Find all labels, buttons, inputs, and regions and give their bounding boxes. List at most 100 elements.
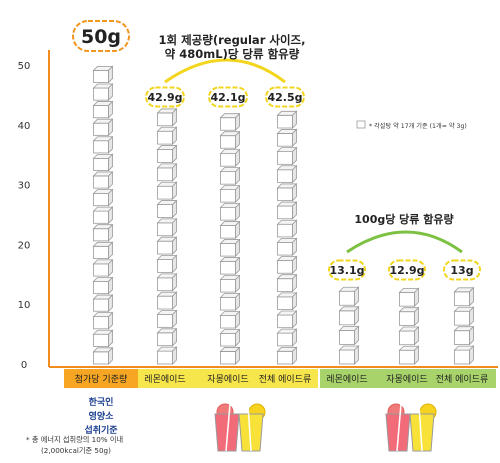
sugar-cube [277, 133, 293, 147]
reference-bar [92, 65, 114, 365]
sugar-cube-side [354, 345, 359, 365]
sugar-cube-side [108, 329, 113, 348]
category-label: 전체 에이드류 [259, 374, 312, 385]
sugar-cube [220, 333, 236, 347]
sugar-cube-side [292, 255, 297, 275]
group2-value-label: 12.9g [388, 259, 426, 281]
group2-value-label: 13.1g [328, 259, 366, 281]
sugar-cube-side [235, 184, 240, 204]
sugar-cube [93, 263, 109, 277]
sugar-cube-side [108, 258, 113, 278]
sugar-cube-side [172, 199, 177, 219]
sugar-cube-side [292, 164, 297, 184]
group2-band [320, 369, 496, 388]
sugar-cube [157, 204, 173, 218]
sugar-cube-side [172, 162, 177, 182]
sugar-cube [339, 349, 355, 365]
sugar-cube-side [292, 237, 297, 257]
value-label-border [145, 86, 185, 108]
sugar-cube [277, 350, 293, 365]
group2-bar [398, 287, 420, 365]
sugar-cube-side [414, 326, 419, 346]
value-label-text: 12.9g [389, 264, 424, 277]
sugar-cube [157, 185, 173, 200]
sugar-cube-side [235, 310, 240, 330]
sugar-cube [277, 223, 293, 238]
sugar-cube [339, 310, 355, 326]
sugar-cube [220, 351, 236, 365]
sugar-cube [93, 105, 109, 119]
sugar-cube-side [172, 181, 177, 201]
y-tick-label: 0 [21, 360, 27, 371]
y-tick-label: 20 [18, 240, 31, 251]
unit-note: * 각설탕 약 17개 기준 (1개= 약 3g) [356, 120, 467, 130]
sugar-cube [157, 240, 173, 255]
value-label-border [328, 259, 366, 281]
sugar-cube-side [292, 310, 297, 329]
sugar-cube [399, 311, 415, 326]
sugar-cube-side [172, 107, 177, 127]
group2-value-label: 13g [443, 259, 481, 281]
sugar-cube [93, 316, 109, 330]
sugar-cube-side [235, 220, 240, 240]
sugar-cube-side [414, 306, 419, 327]
sugar-cube-side [172, 144, 177, 164]
sugar-cube-side [469, 286, 474, 307]
value-label-text: 13.1g [329, 264, 364, 277]
sugar-cube-side [469, 345, 474, 365]
category-bands: 첨가당 기준량 레몬에이드 자몽에이드 전체 에이드류 레몬에이드 자몽에이드 전체 에이드… [64, 369, 496, 388]
sugar-cube-side [469, 325, 474, 346]
group1-bar [219, 112, 241, 365]
sugar-cube [454, 330, 470, 345]
sugar-cube [93, 351, 109, 365]
sugar-cube-side [292, 291, 297, 311]
sugar-cube-side [108, 65, 113, 84]
value-label-border [208, 86, 248, 108]
sugar-cube-side [108, 223, 113, 242]
reference-description: 한국인 [89, 396, 114, 408]
sugar-cube [454, 310, 470, 326]
group2-bar [453, 286, 475, 365]
sugar-cube [339, 329, 355, 345]
sugar-cube-side [235, 202, 240, 222]
reference-value-label: 50g [72, 20, 130, 52]
sugar-cube [157, 222, 173, 237]
sugar-cube [220, 207, 236, 221]
sugar-cube [220, 153, 236, 167]
value-label-text: 50g [81, 26, 121, 48]
straw-icon [247, 403, 252, 452]
group-titles: 1회 제공량(regular 사이즈,약 480mL)당 당류 함유량 100g당… [159, 33, 454, 226]
sugar-cube-side [108, 276, 113, 295]
group1-bar [276, 110, 298, 365]
value-label-border [265, 86, 305, 108]
sugar-cube [93, 281, 109, 295]
reference-description: 섭취기준 [84, 424, 117, 436]
drink-icons [214, 403, 437, 452]
y-axis [48, 50, 498, 368]
sugar-cube [277, 278, 293, 292]
group-arcs [164, 58, 463, 254]
reference-band [64, 369, 138, 388]
value-label-text: 42.1g [210, 91, 245, 104]
sugar-cube-side [292, 346, 297, 365]
y-tick-label: 40 [18, 121, 31, 132]
sugar-cube-side [108, 83, 113, 102]
sugar-cube [220, 279, 236, 293]
sugar-cube [277, 260, 293, 274]
sugar-cube [277, 241, 293, 256]
category-label: 첨가당 기준량 [75, 373, 128, 385]
sugar-cube [277, 169, 293, 183]
y-tick-label: 50 [18, 61, 31, 72]
sugar-cube [220, 117, 236, 131]
sugar-cube [220, 243, 236, 257]
unit-note-text: * 각설탕 약 17개 기준 (1개= 약 3g) [369, 122, 467, 130]
sugar-cube-side [292, 328, 297, 347]
sugar-cube [220, 225, 236, 239]
group2-bar [338, 286, 360, 365]
value-label-border [72, 20, 130, 52]
sugar-cube-side [235, 292, 240, 312]
sugar-cube-side [108, 311, 113, 330]
sugar-cube-side [292, 110, 297, 129]
sugar-cube-side [292, 273, 297, 293]
